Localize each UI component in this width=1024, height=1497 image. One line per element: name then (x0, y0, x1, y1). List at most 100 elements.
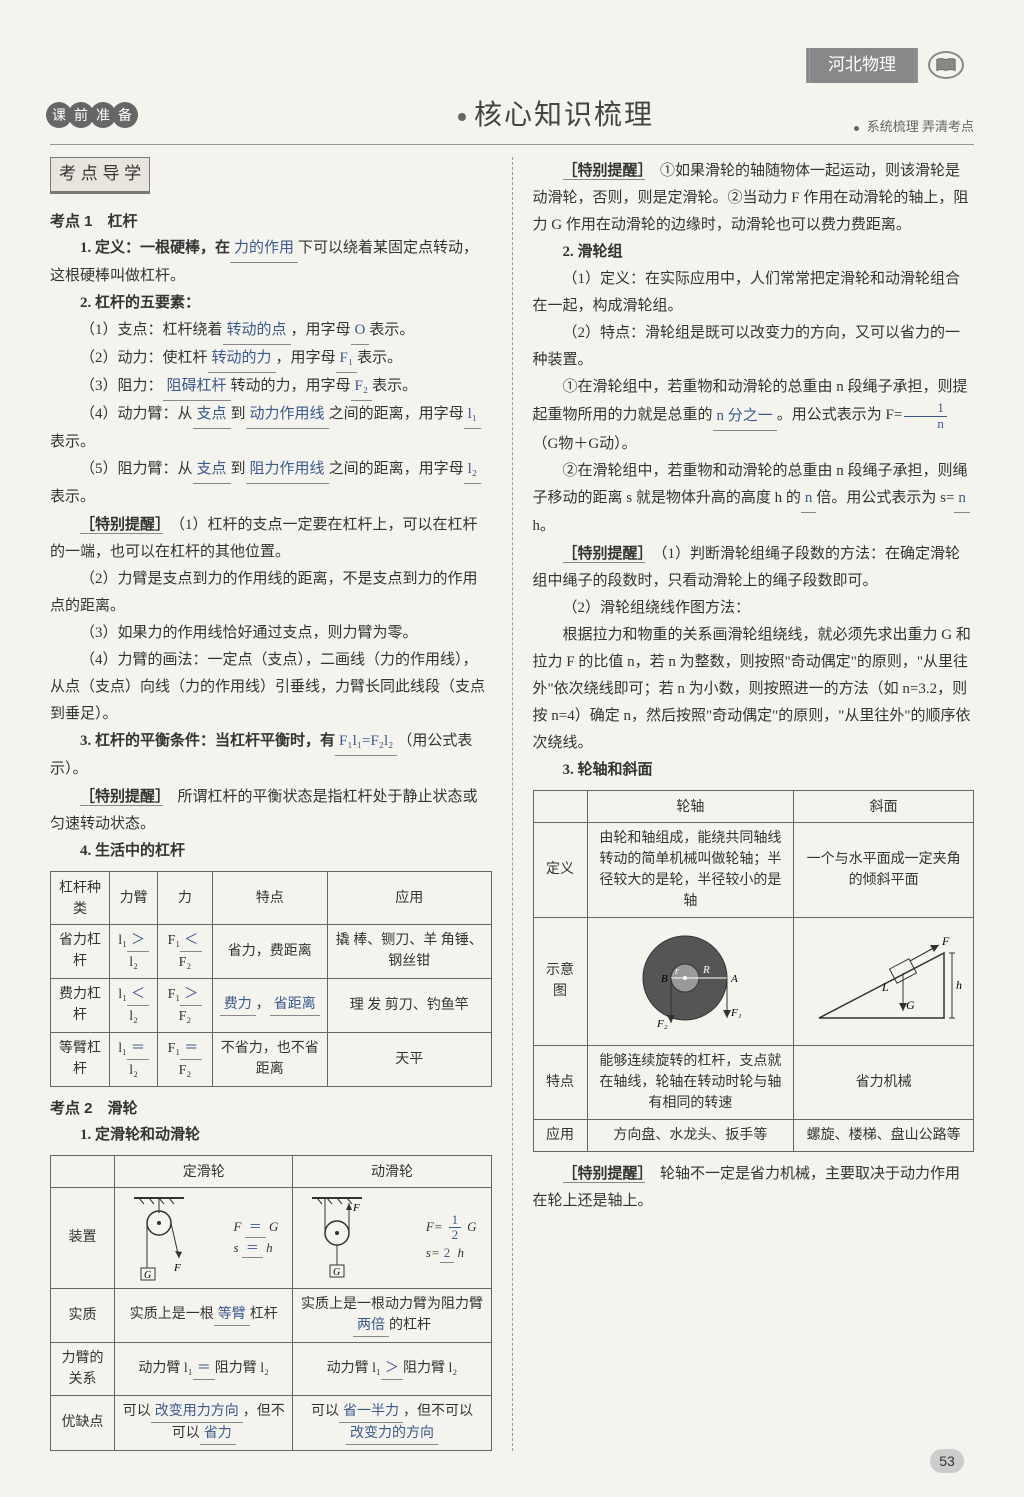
incline-icon: F L G h (804, 923, 964, 1033)
th: 轮轴 (587, 790, 794, 822)
t: 表示。 (357, 350, 402, 366)
td: F₁＞F₂ (158, 978, 212, 1032)
blank: 转动的点 (223, 317, 291, 345)
table-row: 示意图 R r B A F₁ (533, 917, 974, 1045)
td: 装置 (51, 1187, 115, 1288)
guide-heading: 考 点 导 学 (50, 157, 150, 194)
badge-char: 备 (112, 102, 138, 128)
tip-4: （4）力臂的画法：一定点（支点），二画线（力的作用线），从点（支点）向线（力的作… (50, 647, 492, 728)
t: 可以 (123, 1404, 151, 1419)
t: 实质上是一根 (130, 1307, 214, 1322)
t: 1 (449, 1213, 462, 1228)
th (533, 790, 587, 822)
table-row: 力臂的关系 动力臂 l₁＝阻力臂 l₂ 动力臂 l₁＞阻力臂 l₂ (51, 1342, 492, 1395)
blank: F₁l₁=F₂l₂ (335, 728, 397, 756)
subject-label: 河北物理 (806, 48, 918, 83)
blank: l₁ (464, 401, 481, 429)
t: l₁ (118, 987, 127, 1002)
blank: ＝ (127, 1038, 149, 1060)
t: 到 (231, 406, 246, 422)
blank: ＞ (180, 984, 202, 1006)
t: 阻力臂 l₂ (215, 1361, 269, 1376)
pulley-icon: G F (129, 1193, 189, 1283)
fixed-pulley-diagram: G F F ＝ G s ＝ h (115, 1187, 293, 1288)
header-band: 河北物理 (806, 48, 964, 83)
t: 1. 定义：一根硬棒，在 (80, 240, 230, 256)
t: l₂ (129, 955, 138, 970)
t: 表示。 (369, 322, 414, 338)
elem-1: （1）支点：杠杆绕着转动的点，用字母O表示。 (50, 317, 492, 345)
balance: 3. 杠杆的平衡条件：当杠杆平衡时，有F₁l₁=F₂l₂（用公式表示）。 (50, 728, 492, 783)
blank: 支点 (193, 401, 231, 429)
table-row: 杠杆种类 力臂 力 特点 应用 (51, 871, 492, 924)
left-column: 考 点 导 学 考点 1 杠杆 1. 定义：一根硬棒，在力的作用下可以绕着某固定… (50, 157, 492, 1451)
table-row: 省力杠杆 l₁＞l₂ F₁＜F₂ 省力，费距离 撬 棒、铡刀、羊 角锤、钢丝钳 (51, 924, 492, 978)
pg-def: （1）定义：在实际应用中，人们常常把定滑轮和动滑轮组合在一起，构成滑轮组。 (533, 266, 975, 320)
wheel-incline-table: 轮轴 斜面 定义 由轮和轴组成，能绕共同轴线转动的简单机械叫做轮轴；半径较大的是… (533, 790, 975, 1152)
elem-2: （2）动力：使杠杆转动的力，用字母F₁表示。 (50, 345, 492, 373)
td: l₁＝ l₂ (109, 1032, 157, 1086)
t: 表示。 (50, 489, 95, 505)
tip-label: ［特别提醒］ (563, 1165, 646, 1183)
svg-text:h: h (956, 978, 962, 992)
th: 杠杆种类 (51, 871, 110, 924)
pulley-table: 定滑轮 动滑轮 装置 G (50, 1155, 492, 1451)
t: l₂ (129, 1009, 138, 1024)
td: 能够连续旋转的杠杆，支点就在轴线，轮轴在转动时轮与轴有相同的转速 (587, 1045, 794, 1119)
blank: 阻碍杠杆 (163, 373, 231, 401)
svg-text:L: L (881, 980, 889, 994)
tip-wheel: ［特别提醒］ 轮轴不一定是省力机械，主要取决于动力作用在轮上还是轴上。 (533, 1160, 975, 1215)
subtitle-note: 系统梳理 弄清考点 (854, 115, 974, 138)
life-levers: 4. 生活中的杠杆 (50, 838, 492, 865)
td: 可以改变用力方向，但不可以省力 (115, 1395, 293, 1450)
svg-text:G: G (333, 1267, 340, 1278)
svg-text:R: R (702, 964, 710, 976)
t: ，用字母 (291, 322, 351, 338)
blank: ＝ (193, 1358, 215, 1380)
main-title-text: 核心知识梳理 (474, 99, 654, 130)
blank: O (351, 317, 370, 345)
t: l₂ (129, 1063, 138, 1078)
t: F₂ (179, 1009, 192, 1024)
wheel-axle-diagram: R r B A F₁ F₂ (587, 917, 794, 1045)
t: 可以 (311, 1404, 339, 1419)
tip-3: （3）如果力的作用线恰好通过支点，则力臂为零。 (50, 620, 492, 647)
t: ，但不可以 (403, 1404, 473, 1419)
t: l₁ (118, 1041, 127, 1056)
th: 力臂 (109, 871, 157, 924)
t: 转动的力，用字母 (231, 378, 351, 394)
kp1-five: 2. 杠杆的五要素： (50, 290, 492, 317)
td: 省力机械 (794, 1045, 974, 1119)
tip-label: ［特别提醒］ (80, 788, 163, 806)
t: 动力臂 l₁ (138, 1361, 192, 1376)
blank: 支点 (193, 456, 231, 484)
pg-p2: ②在滑轮组中，若重物和动滑轮的总重由 n 段绳子承担，则绳子移动的距离 s 就是… (533, 458, 975, 540)
td: 螺旋、楼梯、盘山公路等 (794, 1119, 974, 1151)
svg-text:F₂: F₂ (656, 1018, 668, 1030)
t: 之间的距离，用字母 (329, 406, 464, 422)
td: F₁＜F₂ (158, 924, 212, 978)
td: 动力臂 l₁＝阻力臂 l₂ (115, 1342, 293, 1395)
blank: n 分之一 (713, 403, 777, 431)
t: 3. 杠杆的平衡条件：当杠杆平衡时，有 (80, 733, 335, 749)
kp2-3: 3. 轮轴和斜面 (533, 757, 975, 784)
t: 的杠杆 (389, 1318, 431, 1333)
th: 应用 (328, 871, 491, 924)
table-row: 装置 G (51, 1187, 492, 1288)
svg-text:F: F (941, 934, 950, 948)
t: （3）阻力： (80, 378, 163, 394)
t: F (234, 1219, 242, 1234)
th (51, 1155, 115, 1187)
t: 实质上是一根动力臂为阻力臂 (301, 1297, 483, 1312)
blank: ＝ (242, 1238, 263, 1259)
table-row: 费力杠杆 l₁＜l₂ F₁＞F₂ 费力，省距离 理 发 剪刀、钓鱼竿 (51, 978, 492, 1032)
table-row: 实质 实质上是一根等臂杠杆 实质上是一根动力臂为阻力臂两倍的杠杆 (51, 1288, 492, 1342)
td: 天平 (328, 1032, 491, 1086)
pg-feat: （2）特点：滑轮组是既可以改变力的方向，又可以省力的一种装置。 (533, 320, 975, 374)
td: 等臂杠杆 (51, 1032, 110, 1086)
t: ，用字母 (276, 350, 336, 366)
td: 撬 棒、铡刀、羊 角锤、钢丝钳 (328, 924, 491, 978)
td: 费力，省距离 (212, 978, 328, 1032)
td: 由轮和轴组成，能绕共同轴线转动的简单机械叫做轮轴；半径较大的是轮，半径较小的是轴 (587, 822, 794, 917)
bullet-icon (854, 126, 859, 131)
